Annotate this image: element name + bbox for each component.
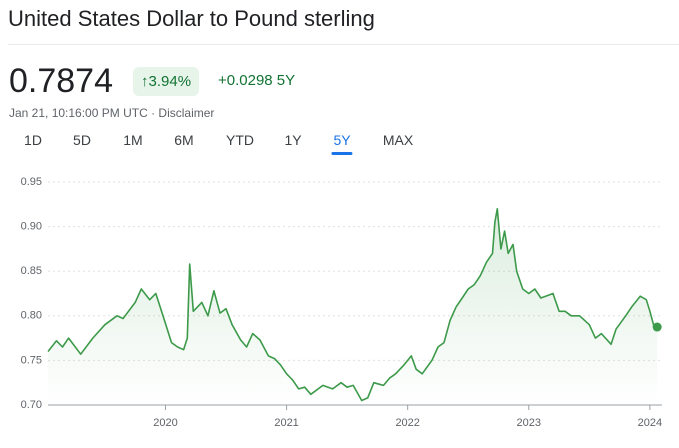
x-tick-label: 2021 — [274, 417, 298, 429]
y-tick-label: 0.70 — [21, 399, 42, 411]
y-tick-label: 0.75 — [21, 354, 42, 366]
y-tick-label: 0.85 — [21, 265, 42, 277]
range-tab[interactable]: 1Y — [284, 132, 302, 148]
range-tab[interactable]: 6M — [174, 132, 194, 148]
y-tick-label: 0.95 — [21, 176, 42, 188]
range-tab[interactable]: MAX — [382, 132, 414, 148]
area-fill — [48, 208, 658, 405]
change: +0.0298 5Y — [218, 72, 296, 89]
range-tab[interactable]: 5Y — [331, 132, 353, 155]
title: United States Dollar to Pound sterling — [8, 6, 375, 31]
subtitle: Jan 21, 10:16:00 PM UTC · Disclaimer — [9, 106, 215, 120]
divider — [8, 44, 679, 45]
y-tick-label: 0.80 — [21, 310, 42, 322]
change-badge: ↑3.94% — [133, 67, 200, 96]
price: 0.7874 — [9, 62, 113, 100]
range-tabs: 1D 5D 1M 6M YTD 1Y 5Y MAX — [0, 132, 679, 156]
range-tab[interactable]: 1D — [24, 132, 42, 148]
range-tab[interactable]: 5D — [73, 132, 91, 148]
chart: 0.70 0.75 0.80 0.85 0.90 0.95 2020 2021 2022 2023… — [21, 176, 663, 429]
last-point — [652, 322, 662, 332]
range-tab[interactable]: 1M — [123, 132, 143, 148]
x-tick-label: 2024 — [638, 417, 662, 429]
x-tick-label: 2023 — [517, 417, 541, 429]
range-tab[interactable]: YTD — [226, 132, 254, 148]
x-tick-label: 2022 — [395, 417, 419, 429]
x-tick-label: 2020 — [153, 417, 177, 429]
price-line — [47, 208, 658, 402]
y-tick-label: 0.90 — [21, 221, 42, 233]
